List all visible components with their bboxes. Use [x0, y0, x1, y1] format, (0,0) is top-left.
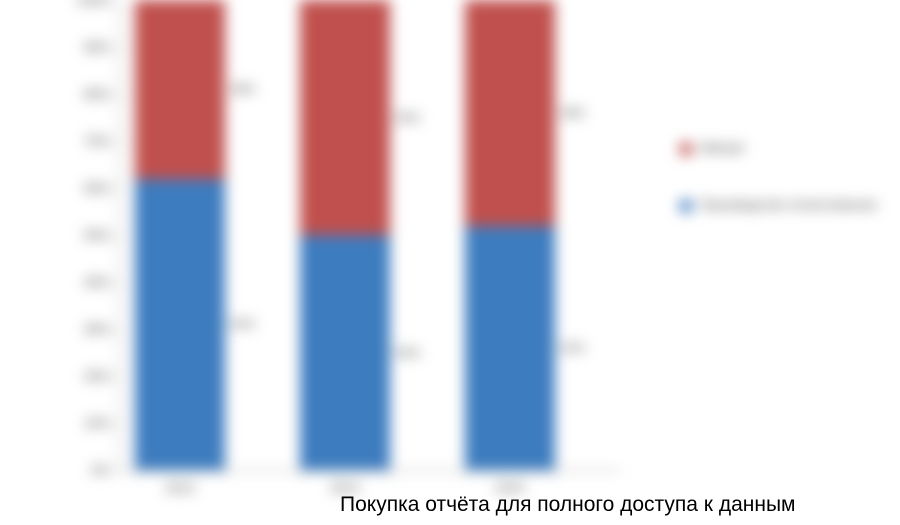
bar-segment: 50%: [300, 235, 390, 470]
y-tick-label: 0%: [0, 463, 110, 478]
y-tick-label: 60%: [0, 181, 110, 196]
bar-segment: 52%: [465, 226, 555, 470]
legend-label: Импорт: [700, 140, 745, 157]
y-tick: [114, 470, 120, 471]
legend-item: Импорт: [680, 140, 890, 157]
purchase-caption: Покупка отчёта для полного доступа к дан…: [340, 493, 795, 517]
bar-group: 52%48%: [465, 0, 555, 470]
bar-segment: 62%: [135, 179, 225, 470]
bar-segment-label: 50%: [390, 111, 420, 125]
y-tick-label: 10%: [0, 416, 110, 431]
bar-group: 50%50%: [300, 0, 390, 470]
legend-swatch: [680, 200, 692, 212]
bar-segment-label: 52%: [555, 341, 585, 355]
y-tick-label: 20%: [0, 369, 110, 384]
x-axis-line: [120, 470, 620, 471]
stacked-bar-chart: 0%10%20%30%40%50%60%70%80%90%100% 201320…: [0, 0, 900, 525]
bar-segment-label: 50%: [390, 346, 420, 360]
bar-segment: 50%: [300, 0, 390, 235]
y-tick-label: 50%: [0, 228, 110, 243]
y-tick-label: 70%: [0, 134, 110, 149]
bar-segment-label: 48%: [555, 106, 585, 120]
x-tick: [225, 470, 226, 476]
y-tick-label: 30%: [0, 322, 110, 337]
plot-area: 62%38%50%50%52%48%: [120, 0, 620, 470]
legend-item: Производство отечественное: [680, 197, 890, 214]
bar-group: 62%38%: [135, 0, 225, 470]
x-tick: [555, 470, 556, 476]
y-tick-label: 40%: [0, 275, 110, 290]
y-tick-label: 80%: [0, 87, 110, 102]
legend: Импорт Производство отечественное: [680, 140, 890, 254]
x-tick: [390, 470, 391, 476]
bar-segment: 38%: [135, 0, 225, 179]
y-tick-label: 100%: [0, 0, 110, 8]
bar-segment-label: 38%: [225, 82, 255, 96]
x-tick: [300, 470, 301, 476]
x-tick: [465, 470, 466, 476]
x-tick: [135, 470, 136, 476]
bar-segment: 48%: [465, 0, 555, 226]
x-category-label: 2013: [166, 480, 195, 495]
legend-label: Производство отечественное: [700, 197, 877, 214]
blurred-chart-layer: 0%10%20%30%40%50%60%70%80%90%100% 201320…: [0, 0, 900, 525]
bar-segment-label: 62%: [225, 317, 255, 331]
y-tick-label: 90%: [0, 40, 110, 55]
legend-swatch: [680, 143, 692, 155]
